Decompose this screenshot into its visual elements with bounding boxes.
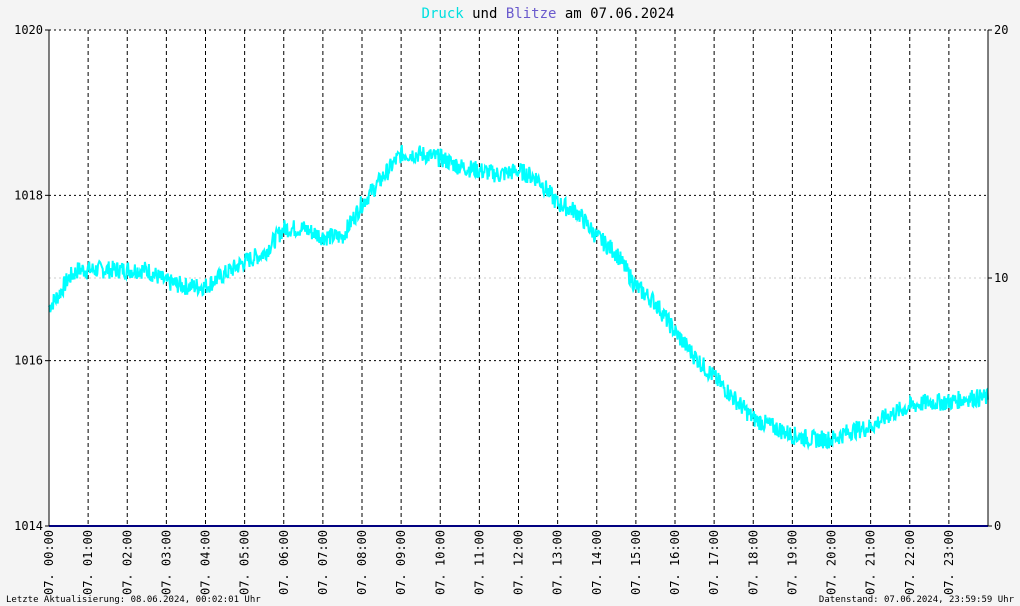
x-tick-label: 07. 16:00 bbox=[668, 530, 682, 595]
title-part: Druck bbox=[422, 6, 465, 22]
left-tick-label: 1020 bbox=[14, 23, 43, 37]
x-tick-label: 07. 15:00 bbox=[629, 530, 643, 595]
footer-data-status: Datenstand: 07.06.2024, 23:59:59 Uhr bbox=[819, 595, 1015, 605]
x-tick-label: 07. 23:00 bbox=[942, 530, 956, 595]
x-tick-label: 07. 13:00 bbox=[551, 530, 565, 595]
right-axis-ticks: 0 10 20 bbox=[988, 23, 1008, 533]
x-tick-label: 07. 01:00 bbox=[81, 530, 95, 595]
footer-last-update: Letzte Aktualisierung: 08.06.2024, 00:02… bbox=[6, 595, 261, 605]
x-tick-label: 07. 07:00 bbox=[316, 530, 330, 595]
right-tick-label: 10 bbox=[994, 271, 1008, 285]
left-tick-label: 1014 bbox=[14, 519, 43, 533]
left-axis-ticks: 1014 1016 1018 1020 bbox=[14, 23, 49, 533]
x-tick-label: 07. 18:00 bbox=[746, 530, 760, 595]
title-part: und bbox=[464, 6, 506, 22]
right-tick-label: 20 bbox=[994, 23, 1008, 37]
chart-title: Druck und Blitze am 07.06.2024 bbox=[422, 6, 675, 22]
x-tick-label: 07. 05:00 bbox=[238, 530, 252, 595]
x-tick-label: 07. 21:00 bbox=[864, 530, 878, 595]
title-part: Blitze bbox=[506, 6, 557, 22]
x-tick-label: 07. 11:00 bbox=[472, 530, 486, 595]
x-tick-label: 07. 09:00 bbox=[394, 530, 408, 595]
x-tick-label: 07. 17:00 bbox=[707, 530, 721, 595]
x-tick-label: 07. 08:00 bbox=[355, 530, 369, 595]
x-tick-label: 07. 06:00 bbox=[277, 530, 291, 595]
right-tick-label: 0 bbox=[994, 519, 1001, 533]
x-tick-label: 07. 20:00 bbox=[825, 530, 839, 595]
series-layer bbox=[48, 144, 989, 527]
x-tick-label: 07. 12:00 bbox=[512, 530, 526, 595]
x-tick-label: 07. 02:00 bbox=[120, 530, 134, 595]
left-tick-label: 1018 bbox=[14, 188, 43, 202]
series-line-druck bbox=[48, 144, 989, 451]
x-tick-label: 07. 19:00 bbox=[785, 530, 799, 595]
x-tick-label: 07. 10:00 bbox=[433, 530, 447, 595]
x-tick-label: 07. 04:00 bbox=[199, 530, 213, 595]
x-axis-ticks: 07. 00:00 07. 01:00 07. 02:00 07. 03:00 07. … bbox=[42, 530, 956, 595]
title-part: am 07.06.2024 bbox=[556, 6, 674, 22]
x-tick-label: 07. 22:00 bbox=[903, 530, 917, 595]
grid-lines bbox=[49, 29, 988, 526]
x-tick-label: 07. 00:00 bbox=[42, 530, 56, 595]
x-tick-label: 07. 03:00 bbox=[159, 530, 173, 595]
x-tick-label: 07. 14:00 bbox=[590, 530, 604, 595]
left-tick-label: 1016 bbox=[14, 354, 43, 368]
